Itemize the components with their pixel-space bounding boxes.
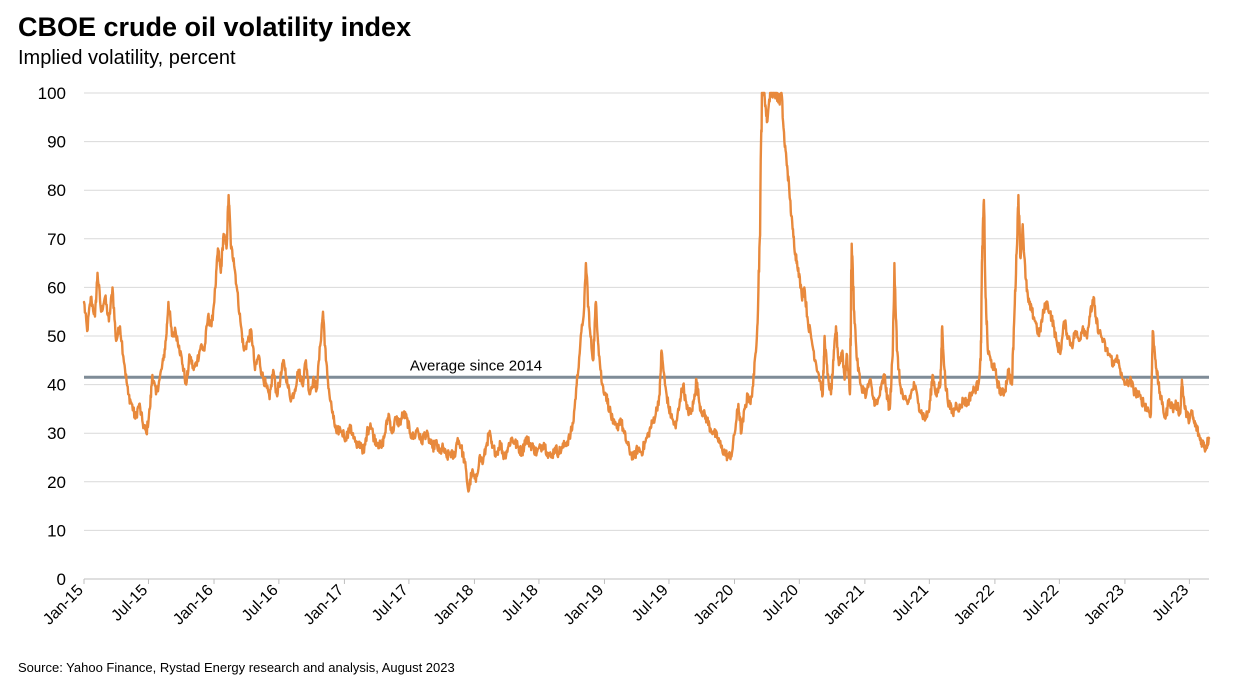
x-tick-label: Jul-23 xyxy=(1149,582,1192,625)
y-tick-label: 80 xyxy=(47,181,66,200)
y-tick-label: 30 xyxy=(47,424,66,443)
y-tick-label: 70 xyxy=(47,230,66,249)
x-tick-label: Jan-23 xyxy=(1081,582,1128,629)
average-line-group: Average since 2014 xyxy=(84,357,1209,379)
x-tick-label: Jan-18 xyxy=(431,582,478,629)
x-tick-label: Jul-16 xyxy=(239,582,282,625)
x-tick-label: Jul-18 xyxy=(499,582,542,625)
x-tick-label: Jul-20 xyxy=(759,582,802,625)
average-line-label: Average since 2014 xyxy=(410,357,542,374)
y-tick-label: 40 xyxy=(47,376,66,395)
x-tick-label: Jan-19 xyxy=(561,582,608,629)
chart-subtitle: Implied volatility, percent xyxy=(18,47,236,69)
y-tick-label: 20 xyxy=(47,473,66,492)
x-tick-label: Jul-21 xyxy=(889,582,932,625)
gridlines xyxy=(84,92,1209,531)
y-axis-ticks: 0 10 20 30 40 50 60 70 80 90 100 xyxy=(38,84,66,589)
y-tick-label: 90 xyxy=(47,133,66,152)
x-tick-label: Jan-21 xyxy=(821,582,868,629)
x-tick-label: Jan-17 xyxy=(301,582,348,629)
x-tick-label: Jul-19 xyxy=(629,582,672,625)
y-tick-label: 60 xyxy=(47,278,66,297)
x-tick-label: Jul-17 xyxy=(369,582,412,625)
y-tick-label: 0 xyxy=(57,570,66,589)
y-tick-label: 50 xyxy=(47,327,66,346)
y-tick-label: 100 xyxy=(38,84,66,103)
series-group xyxy=(82,91,1211,493)
x-tick-label: Jan-16 xyxy=(170,582,217,629)
x-tick-label: Jan-22 xyxy=(951,582,998,629)
x-tick-label: Jul-22 xyxy=(1019,582,1062,625)
x-tick-label: Jul-15 xyxy=(108,582,151,625)
chart-title: CBOE crude oil volatility index xyxy=(18,12,412,42)
series-line xyxy=(82,91,1211,493)
x-axis: Jan-15 Jul-15 Jan-16 Jul-16 Jan-17 Jul-17 Jan-… xyxy=(40,578,1209,629)
y-tick-label: 10 xyxy=(47,521,66,540)
source-note: Source: Yahoo Finance, Rystad Energy res… xyxy=(18,660,455,675)
x-tick-label: Jan-20 xyxy=(691,582,738,629)
